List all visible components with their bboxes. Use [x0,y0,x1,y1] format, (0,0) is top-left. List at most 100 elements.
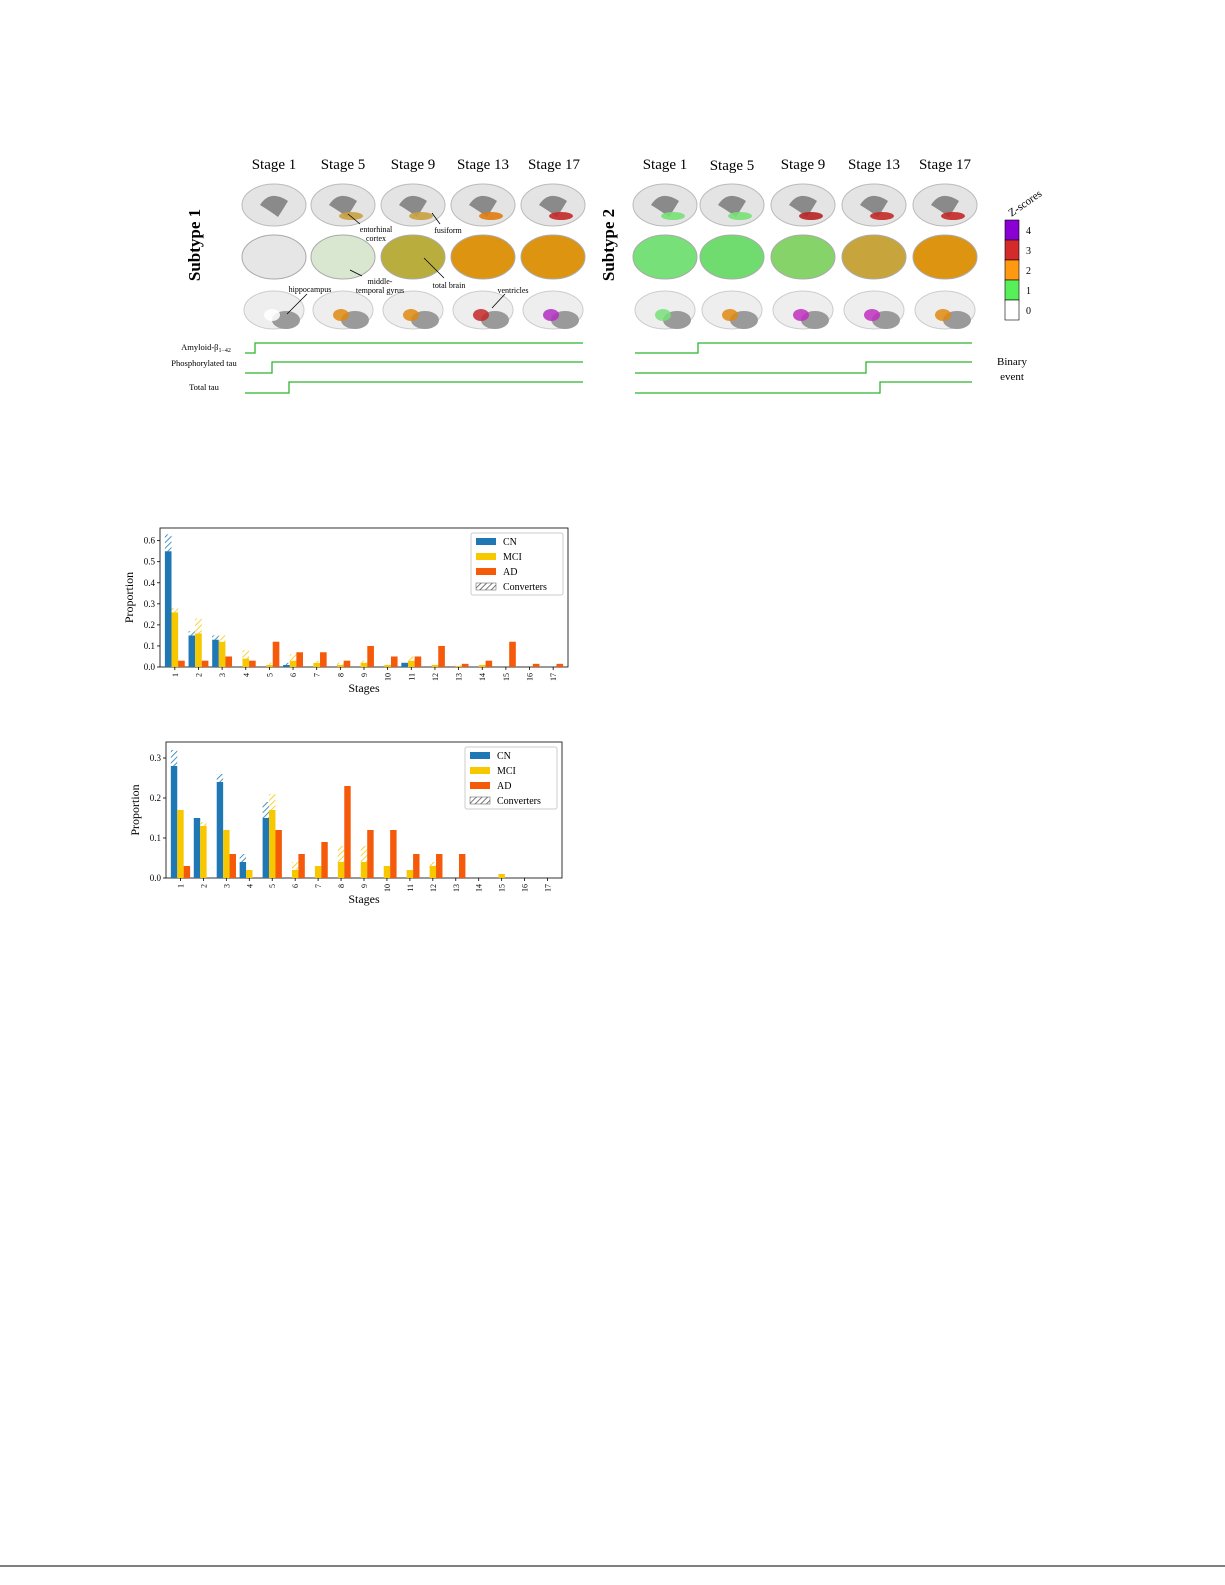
brain-inner [789,195,817,217]
brain [770,234,836,280]
converter-bar [262,802,270,818]
subtype-label: Subtype 2 [599,209,618,281]
brain-region [941,212,965,220]
bar [313,662,321,667]
y-tick-label: 0.3 [144,599,156,609]
bar [171,612,179,667]
bar [296,652,303,667]
bar [239,862,247,878]
converter-bar [266,662,273,665]
bar [414,656,422,667]
zscore-tick: 1 [1026,286,1031,297]
stage-label: Stage 13 [848,157,900,173]
zscore-swatch [1004,259,1020,281]
brain-region [799,212,823,220]
zscore-tick: 2 [1026,266,1031,277]
bar [429,866,437,878]
bar [413,854,420,878]
converter-bar [188,631,196,636]
bar [498,874,505,878]
converter-bar [170,750,178,766]
y-tick-label: 0.5 [144,557,156,567]
bar [360,662,368,667]
annotation: ventricles [497,286,528,295]
bar [183,866,191,878]
zscore-swatch [1004,279,1020,301]
x-tick-label: 9 [360,673,369,677]
stage-label: Stage 17 [528,157,581,173]
converter-bar [429,862,437,866]
bar [272,641,280,667]
bar [291,870,299,878]
converter-bar [269,794,276,810]
bar [478,664,486,667]
binary-event-label: Binary [997,356,1027,368]
legend-swatch [475,582,497,591]
y-tick-label: 0.2 [150,793,161,803]
x-tick-label: 1 [171,673,180,677]
x-tick-label: 7 [314,884,323,888]
bar [195,633,202,667]
bar [367,645,374,667]
bar [178,660,185,667]
x-tick-label: 13 [455,673,464,681]
x-tick-label: 9 [360,884,369,888]
legend-box [470,532,564,596]
brain [699,234,765,280]
biomarker-subscript: 1−42 [219,348,231,354]
zscore-swatch [1004,299,1020,321]
legend-swatch [470,782,490,789]
annotation: hippocampus [289,285,332,294]
converter-bar [164,534,172,552]
brain-inner [399,195,427,217]
bar [360,862,368,878]
event-lines [245,342,972,394]
biomarker-label: Amyloid-β1−42 [181,342,231,354]
bar [406,870,414,878]
bar [438,645,445,667]
converter-bar [283,662,290,665]
legend-swatch [469,796,491,805]
bar [436,854,443,878]
legend-swatch [470,752,490,759]
annotation: middle- [368,277,393,286]
brain-inner [329,195,357,217]
brain [450,234,516,280]
zscore-swatch [1004,219,1020,241]
annotation: fusiform [434,226,462,235]
legend-label: MCI [503,552,522,563]
x-tick-label: 11 [407,673,416,681]
x-tick-label: 17 [544,884,553,892]
biomarker-label: Phosphorylated tau [171,358,237,368]
zscore-legend: 4 3 2 1 0 [1004,219,1031,321]
x-tick-label: 5 [265,673,274,677]
bar [367,830,374,878]
y-tick-label: 0.3 [150,753,162,763]
bar [242,658,250,667]
converter-bar [242,650,250,659]
bar [269,810,276,878]
bar [390,830,397,878]
legend-box [464,746,558,810]
brain-region [409,212,433,220]
converter-bar [291,862,299,870]
bar [298,854,305,878]
bar [262,818,270,878]
legend-swatch [476,553,496,560]
bar [485,660,493,667]
legend-label: CN [503,537,517,548]
stage-label: Stage 17 [919,157,972,173]
converter-bar [239,854,247,862]
brain-images [241,183,978,330]
x-tick-label: 14 [475,884,484,892]
x-tick-label: 3 [218,673,227,677]
bar [343,660,351,667]
bar [246,870,253,878]
bar [455,665,462,667]
bar [532,663,540,667]
bar [314,866,322,878]
biomarker-label: Total tau [189,382,220,392]
bar [320,652,327,667]
legend-label: AD [503,567,517,578]
x-axis-label: Stages [348,892,380,906]
